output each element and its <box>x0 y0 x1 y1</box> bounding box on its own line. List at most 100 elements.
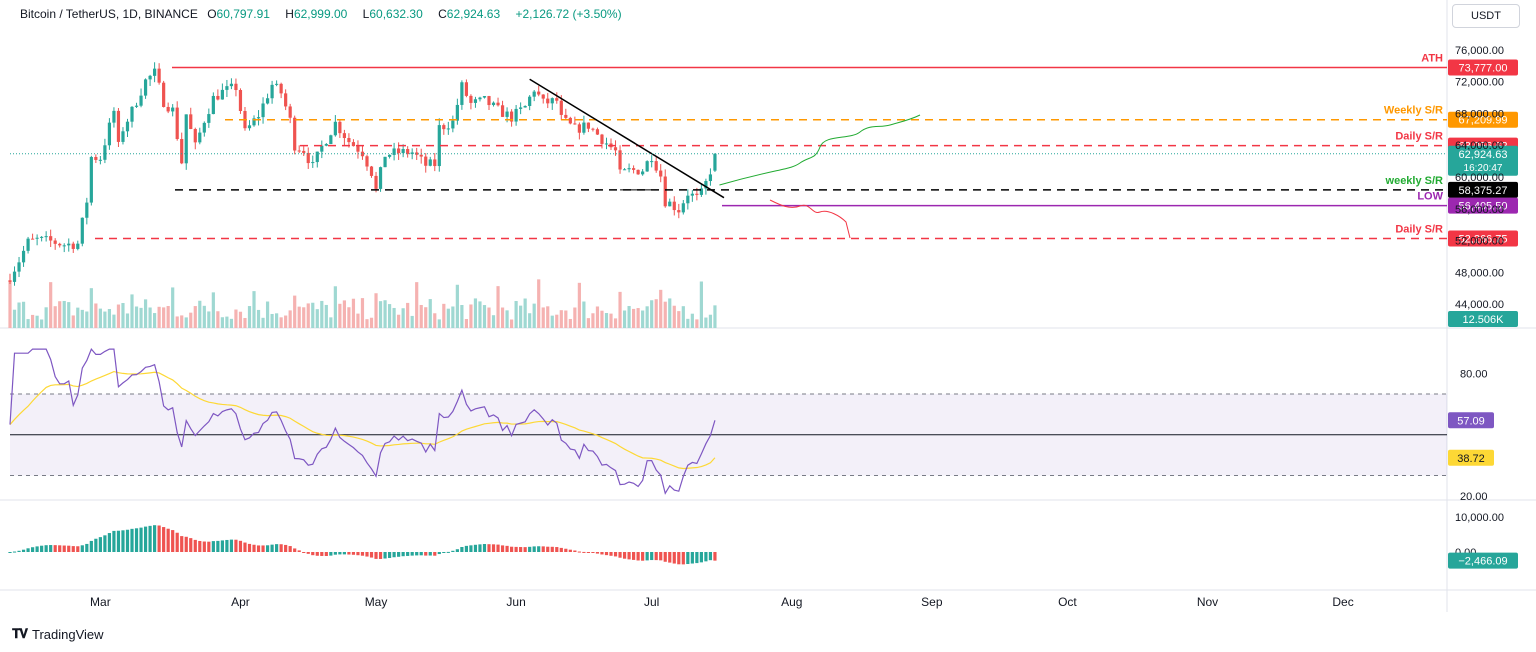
candle-body <box>121 131 125 142</box>
histogram-bar <box>505 545 509 552</box>
macd-value-text: −2,466.09 <box>1458 556 1507 568</box>
candle-body <box>98 159 102 161</box>
last-price-text: 62,924.63 <box>1459 149 1508 161</box>
volume-bar <box>424 307 428 328</box>
volume-bar <box>247 306 252 328</box>
volume-bar <box>681 306 685 328</box>
level-price-tag <box>1448 111 1518 128</box>
price-tick-label: 48,000.00 <box>1455 267 1504 279</box>
candle-body <box>153 68 157 76</box>
volume-bar <box>622 310 627 328</box>
candle-body <box>306 152 310 164</box>
histogram-bar <box>171 530 175 552</box>
histogram-bar <box>537 546 541 552</box>
candle-body <box>130 106 134 122</box>
tradingview-logo-icon: 𝐓𝐕 <box>12 626 28 641</box>
volume-bar <box>12 309 17 328</box>
volume-bar <box>315 309 319 328</box>
histogram-bar <box>35 546 39 552</box>
symbol-title[interactable]: Bitcoin / TetherUS, 1D, BINANCE <box>20 7 198 21</box>
candle-body <box>519 107 523 109</box>
volume-bar <box>89 288 93 328</box>
histogram-bar <box>162 527 166 552</box>
candle-body <box>80 217 84 244</box>
histogram-bar <box>103 535 107 552</box>
candle-body <box>378 167 383 189</box>
histogram-bar <box>627 552 631 560</box>
histogram-bar <box>356 552 360 556</box>
volume-bar <box>523 298 527 328</box>
histogram-bar <box>112 530 116 552</box>
rsi-pane: 20.00 80.00 57.09 38.72 <box>9 348 1494 503</box>
brand-label: TradingView <box>32 626 104 642</box>
rsi-ma-text: 38.72 <box>1457 453 1485 465</box>
candle-body <box>564 114 568 118</box>
volume-bar <box>338 303 342 328</box>
histogram-bar <box>523 547 527 552</box>
candle-body <box>708 174 713 182</box>
candle-body <box>125 121 130 132</box>
candle-body <box>645 161 649 172</box>
volume-bar <box>202 305 206 328</box>
volume-bar <box>85 311 89 328</box>
histogram-bar <box>378 552 383 559</box>
candle-body <box>198 132 202 143</box>
candle-body <box>401 149 405 154</box>
histogram-bar <box>446 551 450 553</box>
histogram-bar <box>708 552 713 561</box>
histogram-bar <box>419 552 423 556</box>
candle-body <box>460 82 464 105</box>
histogram-bar <box>500 545 505 552</box>
volume-bar <box>406 302 410 328</box>
candle-body <box>207 114 211 123</box>
currency-button[interactable]: USDT <box>1452 4 1520 28</box>
volume-bar <box>171 287 175 328</box>
candle-body <box>500 105 505 117</box>
volume-bar <box>225 316 229 328</box>
volume-bar <box>62 300 66 328</box>
time-tick-label: Oct <box>1058 595 1077 609</box>
histogram-bar <box>157 525 161 552</box>
histogram-bar <box>225 539 229 552</box>
histogram-bar <box>699 552 703 563</box>
histogram-bar <box>573 550 577 552</box>
candle-body <box>627 168 631 170</box>
volume-bar <box>641 310 645 328</box>
volume-bar <box>80 309 84 328</box>
volume-bar <box>586 318 591 328</box>
level-price-text: 67,209.99 <box>1459 115 1508 127</box>
histogram-bar <box>663 552 667 562</box>
histogram-bar <box>478 544 482 552</box>
volume-bar <box>419 304 423 328</box>
time-tick-label: Sep <box>921 595 943 609</box>
volume-bar <box>505 310 509 328</box>
volume-bar <box>107 309 112 328</box>
histogram-bar <box>369 552 374 558</box>
volume-bar <box>184 317 188 328</box>
histogram-bar <box>252 544 256 552</box>
candle-body <box>586 122 591 129</box>
candle-body <box>62 245 66 247</box>
volume-bar <box>478 301 482 328</box>
histogram-bar <box>211 541 215 552</box>
volume-bar <box>455 284 459 328</box>
histogram-bar <box>586 552 591 553</box>
candle-body <box>383 156 387 168</box>
volume-bar <box>609 313 613 328</box>
candle-body <box>116 110 121 142</box>
candle-body <box>681 203 685 213</box>
macd-histogram-pane: 0.0010,000.00−2,466.09 <box>8 512 1518 569</box>
tradingview-brand[interactable]: 𝐓𝐕 TradingView <box>12 626 104 642</box>
histogram-bar <box>632 552 636 560</box>
rsi-ma-tag <box>1448 449 1494 466</box>
rsi-tick-label: 20.00 <box>1460 491 1488 503</box>
level-price-text: 58,375.27 <box>1459 185 1508 197</box>
volume-bar <box>306 303 310 328</box>
histogram-bar <box>347 552 351 555</box>
volume-bar <box>668 298 672 328</box>
candle-body <box>220 89 224 100</box>
candle-body <box>713 153 717 171</box>
histogram-bar <box>17 550 21 552</box>
histogram-bar <box>442 552 446 553</box>
